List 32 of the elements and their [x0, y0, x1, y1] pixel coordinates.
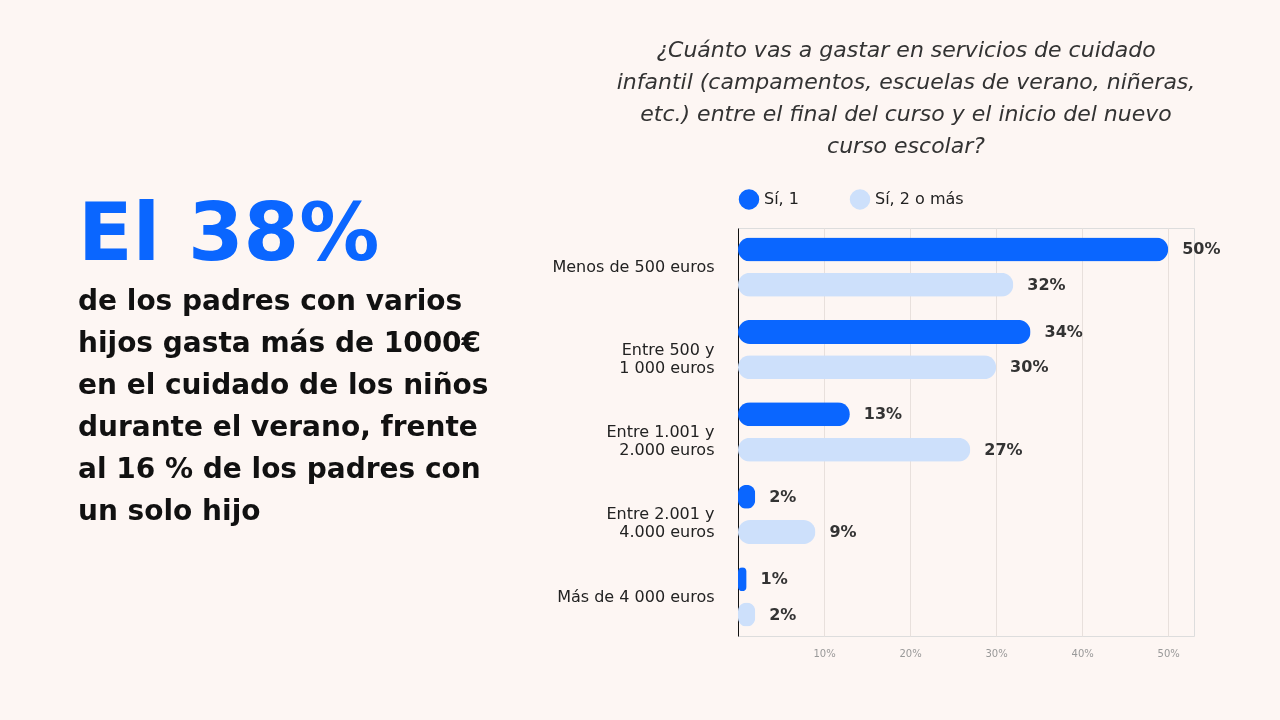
data-label: 30% — [1010, 357, 1049, 377]
data-label: 50% — [1182, 239, 1221, 259]
data-label: 2% — [769, 486, 797, 506]
bar — [738, 272, 1014, 297]
text: de los padres con varios hijos gasta más de 1000€ en el cuidado de los niños durante el verano, frente al 16 % de los padres con un solo hijo — [78, 284, 489, 527]
x-tick-label: 50% — [1157, 647, 1180, 659]
legend-label: Sí, 2 o más — [875, 189, 964, 209]
x-tick-label: 10% — [813, 647, 836, 659]
chart-title: ¿Cuánto vas a gastar en servicios de cuidado infantil (campamentos, escuelas de verano, niñeras, etc.) entre el final del curso y el inicio del nuevo curso escolar? — [616, 37, 1196, 158]
y-tick-label: Menos de 500 euros — [552, 257, 715, 277]
bar — [738, 520, 816, 545]
x-tick-label: 30% — [985, 647, 1008, 659]
data-label: 34% — [1044, 321, 1083, 341]
data-label: 13% — [863, 404, 903, 424]
bar — [738, 437, 971, 462]
data-label: 27% — [984, 439, 1023, 459]
text: El 38% — [78, 186, 380, 279]
data-label: 1% — [760, 569, 788, 589]
y-tick-label: Entre 1.001 y 2.000 euros — [606, 422, 715, 459]
x-tick-label: 20% — [899, 647, 922, 659]
bar — [738, 319, 1031, 344]
data-label: 9% — [829, 522, 857, 542]
bar — [738, 402, 850, 427]
bar — [738, 237, 1169, 262]
y-tick-label: Entre 500 y 1 000 euros — [619, 339, 715, 377]
y-tick-label: Más de 4 000 euros — [557, 586, 715, 606]
bar — [738, 355, 997, 380]
legend-label: Sí, 1 — [764, 189, 799, 209]
x-tick-label: 40% — [1071, 647, 1094, 659]
y-tick-label: Entre 2.001 y 4.000 euros — [606, 504, 715, 542]
data-label: 32% — [1027, 274, 1066, 294]
data-label: 2% — [769, 604, 797, 624]
